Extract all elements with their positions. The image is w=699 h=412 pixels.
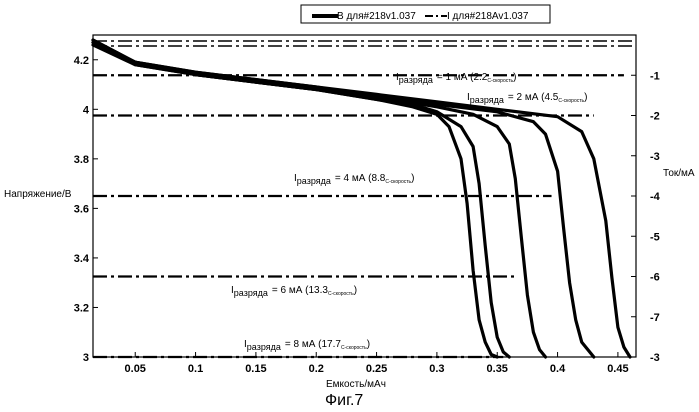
voltage-series-group (91, 38, 632, 359)
y-right-tick-label: -3 (650, 352, 660, 364)
annotation-1ma: Iразряда = 1 мА (2.2С-скорость) (396, 72, 516, 85)
x-tick-label: 0.2 (309, 363, 324, 375)
figure-caption: Фиг.7 (325, 392, 363, 409)
y-axis-left-title: Напряжение/В (4, 189, 72, 200)
voltage-curve-4мА (91, 40, 548, 359)
annotation-4ma: Iразряда = 4 мА (8.8С-скорость) (294, 173, 414, 186)
svg-text:Iразряда= 6 мА (13.3С-скорост: Iразряда = 6 мА (13.3С-скорость) (231, 285, 357, 298)
y-axis-right: -1 -2 -3 -4 -5 -6 -7 -3 (631, 70, 661, 364)
y-left-tick-label: 3.4 (74, 253, 90, 265)
y-left-tick-label: 4.2 (74, 55, 89, 67)
y-left-tick-label: 3.6 (74, 203, 89, 215)
x-tick-label: 0.1 (188, 363, 203, 375)
annotation-6ma: Iразряда = 6 мА (13.3С-скорость) (231, 285, 357, 298)
svg-text:Iразряда= 1 мА (2.2С-скорость: Iразряда = 1 мА (2.2С-скорость) (396, 72, 516, 85)
y-right-tick-label: -5 (650, 231, 660, 243)
y-right-tick-label: -3 (650, 151, 660, 163)
x-tick-label: 0.45 (607, 363, 628, 375)
y-right-tick-label: -1 (650, 70, 660, 82)
y-right-tick-label: -4 (650, 191, 661, 203)
legend-box (300, 4, 551, 24)
y-right-tick-label: -2 (650, 111, 660, 123)
x-tick-label: 0.15 (245, 363, 266, 375)
annotation-8ma: Iразряда = 8 мА (17.7С-скорость) (244, 339, 370, 352)
x-tick-label: 0.25 (366, 363, 387, 375)
legend: В для#218v1.037 I для#218Av1.037 (300, 4, 551, 24)
x-tick-label: 0.35 (487, 363, 508, 375)
y-left-tick-label: 3.2 (74, 302, 89, 314)
y-right-tick-label: -7 (650, 312, 660, 324)
annotation-2ma: Iразряда = 2 мА (4.5С-скорость) (467, 92, 587, 105)
x-axis-title: Емкость/мАч (326, 379, 386, 390)
svg-text:Iразряда= 8 мА (17.7С-скорост: Iразряда = 8 мА (17.7С-скорость) (244, 339, 370, 352)
svg-text:Iразряда= 4 мА (8.8С-скорость: Iразряда = 4 мА (8.8С-скорость) (294, 173, 414, 186)
svg-text:Iразряда= 2 мА (4.5С-скорость: Iразряда = 2 мА (4.5С-скорость) (467, 92, 587, 105)
y-axis-left: 3 3.2 3.4 3.6 3.8 4 4.2 (74, 55, 98, 364)
x-tick-label: 0.4 (550, 363, 566, 375)
voltage-curve-1мА (91, 38, 632, 359)
y-left-tick-label: 3 (83, 352, 89, 364)
y-axis-right-title: Ток/мА (663, 168, 695, 179)
y-right-tick-label: -6 (650, 272, 660, 284)
x-tick-label: 0.3 (429, 363, 444, 375)
y-left-tick-label: 4 (83, 104, 90, 116)
y-left-tick-label: 3.8 (74, 154, 89, 166)
legend-label-current: I для#218Av1.037 (447, 11, 529, 22)
current-series-group (93, 40, 636, 359)
x-tick-label: 0.05 (125, 363, 146, 375)
legend-label-voltage: В для#218v1.037 (337, 11, 416, 22)
